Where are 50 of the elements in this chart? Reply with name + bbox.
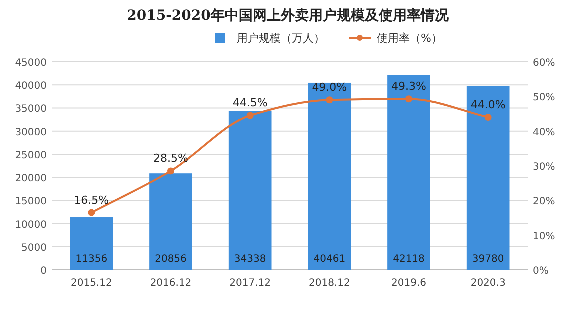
y2-tick-label: 40% — [533, 127, 556, 138]
x-tick-label: 2017.12 — [230, 278, 272, 289]
data-label: 42118 — [393, 254, 425, 265]
data-label: 11356 — [76, 254, 108, 265]
data-label: 28.5% — [154, 152, 188, 166]
bar — [308, 82, 352, 270]
data-label: 16.5% — [74, 194, 110, 207]
legend-label: 使用率（%） — [377, 32, 442, 45]
x-tick-label: 2015.12 — [70, 278, 112, 289]
y2-tick-label: 30% — [533, 162, 556, 173]
y2-tick-label: 60% — [533, 58, 556, 69]
y-tick-label: 20000 — [15, 174, 47, 185]
data-label: 20856 — [155, 254, 187, 265]
y2-tick-label: 0% — [533, 266, 549, 277]
x-tick-label: 2016.12 — [150, 278, 192, 289]
y-tick-label: 15000 — [15, 196, 47, 208]
y2-tick-label: 20% — [533, 196, 556, 208]
data-label: 44.5% — [232, 96, 268, 110]
x-tick-label: 2019.6 — [392, 278, 426, 289]
x-tick-label: 2020.3 — [470, 278, 506, 289]
point — [88, 209, 96, 216]
data-label: 49.3% — [392, 80, 426, 94]
point — [168, 168, 174, 175]
y2-tick-label: 50% — [533, 92, 556, 104]
legend-label: 用户规模（万人） — [237, 32, 325, 45]
point — [326, 96, 334, 104]
y-tick-label: 10000 — [15, 220, 47, 231]
data-label: 40461 — [314, 254, 346, 265]
y-tick-label: 40000 — [15, 81, 47, 92]
bar — [228, 111, 272, 270]
x-tick-label: 2018.12 — [308, 278, 350, 289]
point — [484, 114, 492, 121]
point — [246, 112, 254, 120]
data-label: 49.0% — [312, 81, 348, 94]
data-label: 39780 — [472, 254, 504, 265]
y2-tick-label: 10% — [533, 231, 556, 242]
y-tick-label: 25000 — [15, 150, 47, 162]
chart-title: 2015-2020年中国网上外卖用户规模及使用率情况 — [127, 7, 450, 24]
bar — [150, 174, 192, 270]
bar — [388, 75, 430, 270]
y-tick-label: 35000 — [15, 104, 47, 116]
bar — [466, 86, 510, 270]
bar — [70, 218, 114, 270]
data-label: 34338 — [234, 254, 266, 265]
point — [406, 96, 412, 103]
y-tick-label: 0 — [40, 266, 47, 277]
y-tick-label: 45000 — [15, 58, 47, 69]
y-tick-label: 5000 — [22, 242, 47, 254]
y-tick-label: 30000 — [15, 127, 47, 138]
data-label: 44.0% — [470, 98, 506, 112]
